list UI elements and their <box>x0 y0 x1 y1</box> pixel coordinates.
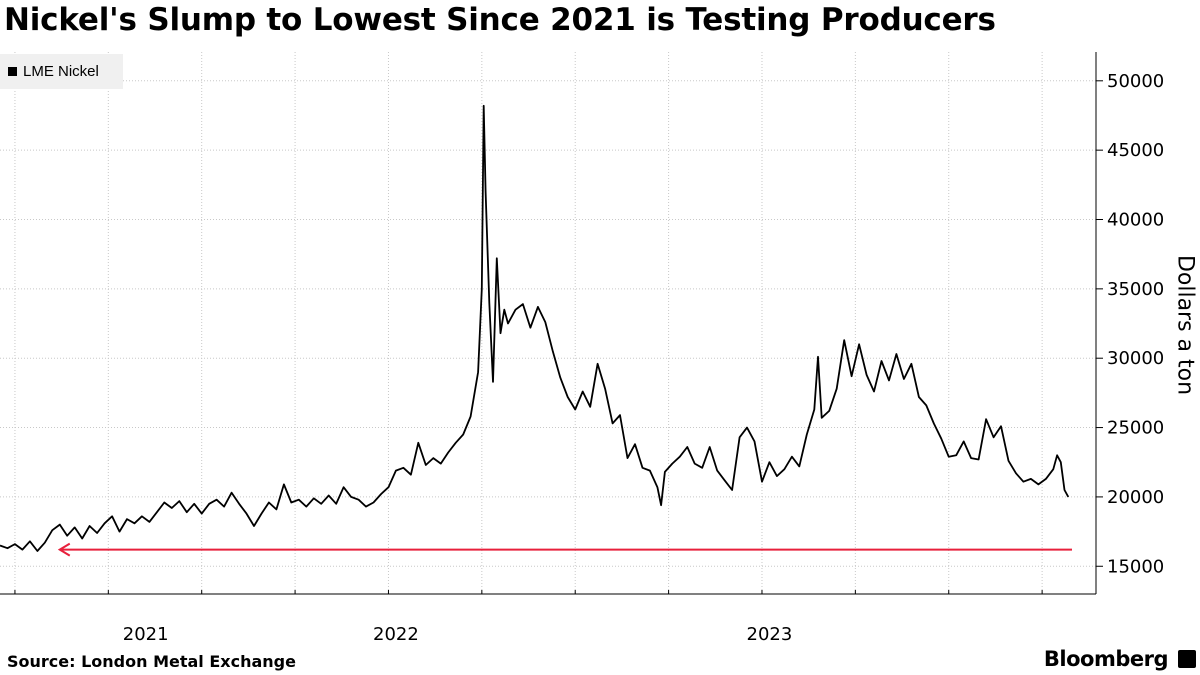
series-line-lme-nickel <box>0 104 1070 552</box>
y-tick-label: 20000 <box>1107 487 1164 508</box>
source-note: Source: London Metal Exchange <box>7 652 296 671</box>
series-lme-nickel <box>0 104 1070 552</box>
low-level-arrow <box>57 542 1072 557</box>
chart-title: Nickel's Slump to Lowest Since 2021 is T… <box>4 2 996 38</box>
bloomberg-logo: Bloomberg <box>1043 647 1169 671</box>
arrow-head <box>57 542 71 557</box>
x-year-label: 2023 <box>747 624 793 645</box>
y-axis-label: Dollars a ton <box>1172 254 1198 396</box>
bloomberg-chart-icon <box>1178 650 1196 668</box>
legend: LME Nickel <box>0 54 123 89</box>
y-tick-label: 25000 <box>1107 418 1164 439</box>
y-tick-label: 15000 <box>1107 556 1164 577</box>
y-tick-label: 40000 <box>1107 210 1164 231</box>
y-tick-label: 30000 <box>1107 348 1164 369</box>
y-axis: 15000 20000 25000 30000 35000 40000 45000 50000 <box>1095 52 1164 594</box>
grid <box>0 52 1096 594</box>
x-year-label: 2021 <box>123 624 169 645</box>
y-tick-label: 50000 <box>1107 71 1164 92</box>
legend-label: LME Nickel <box>23 63 99 80</box>
y-tick-label: 35000 <box>1107 279 1164 300</box>
y-tick-label: 45000 <box>1107 140 1164 161</box>
x-year-label: 2022 <box>373 624 419 645</box>
x-axis: 2021 2022 2023 <box>0 590 1096 645</box>
legend-swatch-icon <box>8 67 17 76</box>
